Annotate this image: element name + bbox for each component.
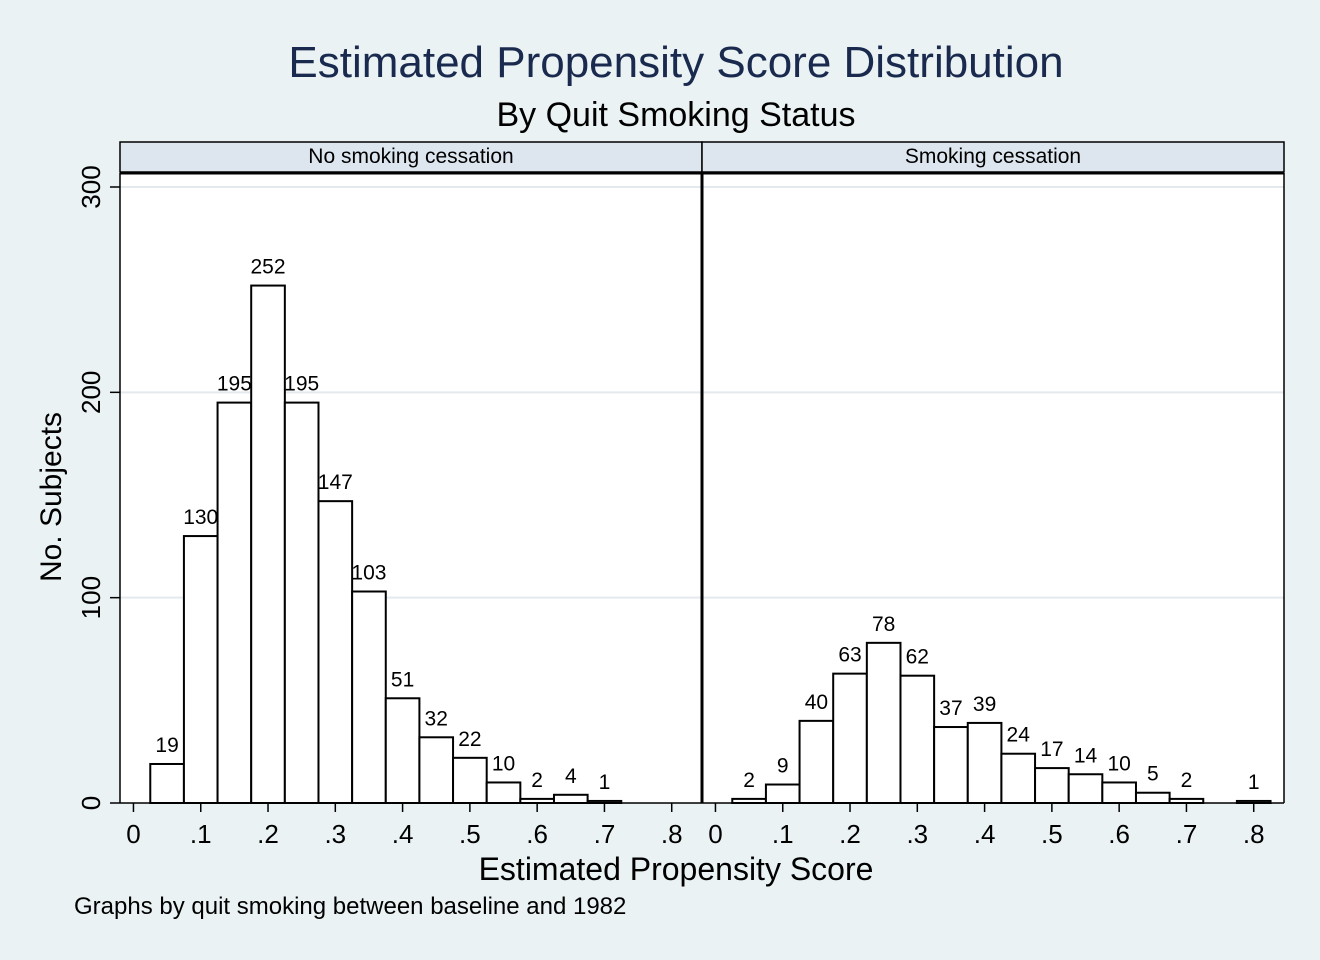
x-tick-label: .5	[1041, 819, 1063, 849]
bar-value-label: 40	[805, 691, 828, 714]
bar	[216, 401, 253, 804]
bar-value-label: 78	[872, 613, 895, 636]
y-axis: 0 100 200 300	[76, 165, 120, 810]
bar	[899, 674, 936, 805]
y-tick-label: 0	[76, 796, 106, 810]
bar-value-label: 37	[939, 697, 962, 720]
bar	[452, 756, 488, 804]
bar-value-label: 1	[599, 771, 611, 794]
x-tick-label: .3	[324, 819, 346, 849]
x-tick-label: .8	[661, 819, 683, 849]
bar-value-label: 32	[425, 707, 448, 730]
bar	[865, 641, 902, 805]
bar-value-label: 2	[743, 769, 755, 792]
y-tick-label: 100	[76, 576, 106, 619]
y-tick-label: 200	[76, 371, 106, 414]
bar-value-label: 252	[250, 256, 285, 279]
panel-0: No smoking cessation19130195252195147103…	[119, 141, 703, 849]
bar	[182, 535, 219, 804]
bar-value-label: 195	[284, 373, 319, 396]
x-tick-label: .5	[459, 819, 481, 849]
graph-note: Graphs by quit smoking between baseline …	[74, 893, 626, 920]
chart-title: Estimated Propensity Score Distribution	[288, 38, 1063, 87]
bar-value-label: 4	[565, 765, 577, 788]
bar	[832, 672, 868, 805]
bar-value-label: 24	[1007, 724, 1031, 747]
bar-value-label: 103	[351, 562, 386, 585]
bar-value-label: 10	[1107, 752, 1130, 775]
x-tick-label: .7	[594, 819, 616, 849]
x-tick-label: .7	[1176, 819, 1198, 849]
x-tick-label: .4	[974, 819, 996, 849]
y-tick-label: 300	[76, 165, 106, 208]
bar	[1000, 752, 1037, 804]
bar	[418, 736, 455, 804]
bar-value-label: 130	[183, 506, 218, 529]
bar-value-label: 2	[1181, 769, 1193, 792]
bar	[1101, 781, 1137, 805]
bar	[317, 500, 354, 804]
x-tick-label: .2	[839, 819, 861, 849]
bar	[1134, 791, 1171, 805]
bar-value-label: 17	[1040, 738, 1063, 761]
x-tick-label: 0	[126, 819, 140, 849]
bar-value-label: 63	[838, 644, 861, 667]
panel-strip	[701, 141, 1285, 173]
bar-value-label: 10	[492, 752, 515, 775]
bar-value-label: 2	[531, 769, 543, 792]
x-tick-label: .1	[190, 819, 212, 849]
bar-value-label: 22	[458, 728, 481, 751]
bar-value-label: 39	[973, 693, 996, 716]
x-axis-title: Estimated Propensity Score	[479, 851, 874, 887]
bar-value-label: 62	[906, 646, 929, 669]
bar-value-label: 19	[155, 734, 178, 757]
bar-value-label: 147	[318, 471, 353, 494]
bar	[149, 762, 185, 805]
x-tick-label: 0	[708, 819, 722, 849]
plot-area	[702, 173, 1284, 803]
bar	[351, 590, 387, 804]
bar	[485, 781, 522, 805]
bar	[798, 719, 835, 804]
bar	[933, 726, 969, 805]
panel-strip-label: Smoking cessation	[905, 145, 1081, 168]
bar	[764, 783, 801, 805]
bar-value-label: 51	[391, 668, 414, 691]
bar	[1034, 767, 1070, 804]
bar	[283, 401, 320, 804]
bar	[384, 697, 421, 805]
x-tick-label: .6	[1108, 819, 1130, 849]
x-tick-label: .4	[392, 819, 414, 849]
x-tick-label: .2	[257, 819, 279, 849]
bar-value-label: 14	[1074, 744, 1098, 767]
bar-value-label: 5	[1147, 763, 1159, 786]
x-tick-label: .6	[526, 819, 548, 849]
x-tick-label: .1	[772, 819, 794, 849]
panel-strip-label: No smoking cessation	[308, 145, 513, 168]
bar	[1067, 773, 1104, 805]
bar	[966, 721, 1003, 804]
bar	[552, 793, 589, 805]
bar-value-label: 9	[777, 755, 789, 778]
chart-subtitle: By Quit Smoking Status	[496, 96, 855, 134]
bar-value-label: 195	[217, 373, 252, 396]
x-tick-label: .3	[906, 819, 928, 849]
x-tick-label: .8	[1243, 819, 1265, 849]
panels-layer: No smoking cessation19130195252195147103…	[119, 141, 1285, 849]
y-axis-title: No. Subjects	[35, 412, 68, 582]
bar-value-label: 1	[1248, 771, 1260, 794]
bar	[250, 284, 286, 804]
